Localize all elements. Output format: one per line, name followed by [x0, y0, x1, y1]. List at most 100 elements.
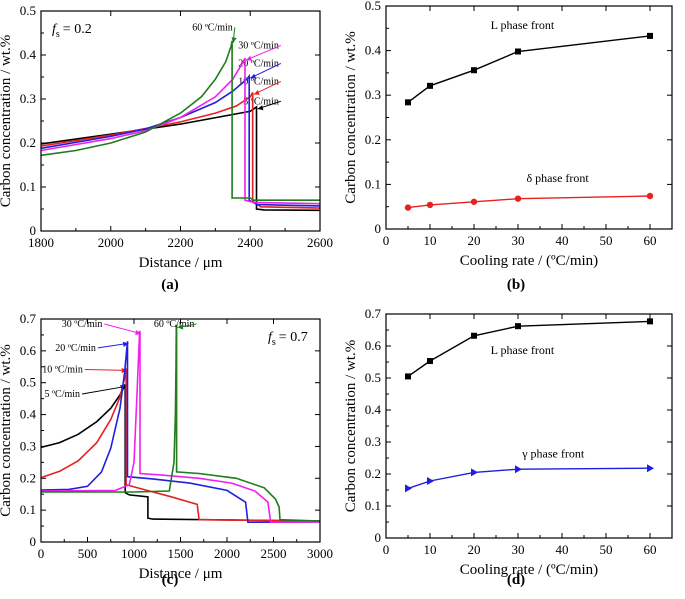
y-axis-label: Carbon concentration / wt.% [343, 340, 359, 512]
x-tick-label: 0 [383, 542, 390, 557]
series-line [407, 467, 651, 490]
data-point [647, 318, 653, 325]
x-tick-label: 1800 [28, 235, 54, 250]
fs-value: = 0.2 [63, 22, 92, 37]
series-line [40, 341, 321, 524]
x-tick-label: 0 [38, 546, 45, 561]
y-tick-label: 0.3 [365, 434, 381, 449]
x-axis-label: Distance / μm [139, 255, 223, 271]
series-arrowhead [177, 324, 184, 330]
y-tick-label: 0.4 [20, 47, 37, 62]
x-tick-label: 1000 [121, 546, 147, 561]
x-tick-label: 30 [512, 542, 525, 557]
y-tick-label: 0.7 [20, 311, 37, 326]
x-tick-label: 20 [468, 542, 481, 557]
panel-caption: (b) [507, 277, 525, 293]
chart-panel-2: 0 10 20 30 40 50 60 0 0.1 0.2 0.3 0.4 0.5 Cooling rat… [343, 0, 673, 293]
series-label: 5 ºC/min [243, 96, 279, 107]
series-label: 10 ºC/min [42, 365, 83, 376]
series-line [40, 330, 321, 524]
data-point [405, 484, 412, 493]
data-point [471, 332, 477, 339]
data-point [470, 198, 478, 205]
series-arrowhead [246, 55, 252, 61]
data-point [471, 67, 477, 74]
y-tick-label: 0.1 [365, 498, 381, 513]
series-label: 30 ºC/min [62, 319, 103, 330]
y-tick-label: 0.1 [365, 176, 381, 191]
y-axis-label: Carbon concentration / wt.% [0, 344, 14, 516]
x-tick-label: 60 [644, 233, 657, 248]
data-point [471, 468, 478, 477]
series-arrowhead [257, 105, 264, 111]
series-arrowhead [253, 90, 260, 95]
series-line [40, 92, 321, 209]
panel-caption: (d) [507, 572, 525, 588]
x-tick-label: 500 [78, 546, 98, 561]
y-tick-label: 0.5 [365, 0, 381, 13]
series-line [40, 368, 321, 522]
series-label: γ phase front [521, 446, 585, 460]
x-tick-label: 2500 [261, 546, 287, 561]
y-axis-label: Carbon concentration / wt.% [0, 35, 14, 207]
y-tick-label: 0.1 [20, 179, 36, 194]
series-label: 30 ºC/min [238, 40, 279, 51]
y-tick-label: 0.1 [20, 502, 36, 517]
data-point [404, 204, 412, 211]
data-point [427, 358, 433, 365]
fs-annotation: fs = 0.7 [268, 330, 308, 348]
x-tick-label: 40 [556, 542, 569, 557]
y-tick-label: 0.2 [365, 466, 381, 481]
series-label: 20 ºC/min [55, 343, 96, 354]
x-tick-label: 2400 [237, 235, 263, 250]
panel-caption: (c) [162, 572, 179, 588]
y-tick-label: 0.2 [20, 135, 36, 150]
x-tick-label: 2000 [214, 546, 240, 561]
series-label: 10 ºC/min [238, 76, 279, 87]
x-tick-label: 20 [468, 233, 481, 248]
fs-annotation: fs = 0.2 [52, 22, 92, 40]
x-tick-label: 3000 [307, 546, 333, 561]
data-point [427, 82, 433, 89]
y-tick-label: 0 [30, 223, 37, 238]
y-tick-label: 0.4 [365, 402, 382, 417]
y-tick-label: 0 [30, 534, 37, 549]
series-arrowhead [122, 341, 129, 347]
plot-frame [385, 5, 673, 230]
y-tick-label: 0.2 [365, 132, 381, 147]
series-line [40, 384, 321, 522]
chart-panel-3: 0 500 1000 1500 2000 2500 3000 0 0.1 0.2 0.3 0.4 0.5… [0, 311, 333, 588]
y-tick-label: 0.5 [20, 3, 36, 18]
data-point [426, 201, 434, 209]
y-tick-label: 0 [375, 221, 382, 236]
x-tick-label: 0 [383, 233, 390, 248]
data-point [647, 464, 654, 473]
x-axis-label: Cooling rate / (ºC/min) [460, 562, 598, 578]
x-tick-label: 2000 [98, 235, 124, 250]
series-label: 5 ºC/min [44, 389, 80, 400]
y-tick-label: 0.6 [365, 338, 382, 353]
series-leader-line [84, 369, 128, 371]
y-tick-label: 0.5 [20, 375, 36, 390]
x-tick-label: 40 [556, 233, 569, 248]
series-line [41, 324, 321, 522]
y-tick-label: 0 [375, 530, 382, 545]
plot-frame [40, 10, 321, 232]
fs-symbol: f [268, 330, 274, 345]
y-tick-label: 0.6 [20, 343, 37, 358]
series-line [40, 40, 320, 201]
y-tick-label: 0.7 [365, 306, 382, 321]
x-tick-label: 30 [512, 233, 525, 248]
x-tick-label: 2200 [168, 235, 194, 250]
y-tick-label: 0.3 [20, 438, 36, 453]
series-label: 60 ºC/min [154, 319, 195, 330]
series-label: L phase front [491, 343, 555, 357]
series-leader-line [81, 385, 127, 395]
x-tick-label: 1500 [168, 546, 194, 561]
series-label: δ phase front [526, 171, 589, 185]
fs-subscript: s [272, 337, 276, 348]
data-point [427, 477, 434, 486]
fs-value: = 0.7 [279, 330, 308, 345]
y-tick-label: 0.3 [365, 87, 381, 102]
y-tick-label: 0.3 [20, 91, 36, 106]
